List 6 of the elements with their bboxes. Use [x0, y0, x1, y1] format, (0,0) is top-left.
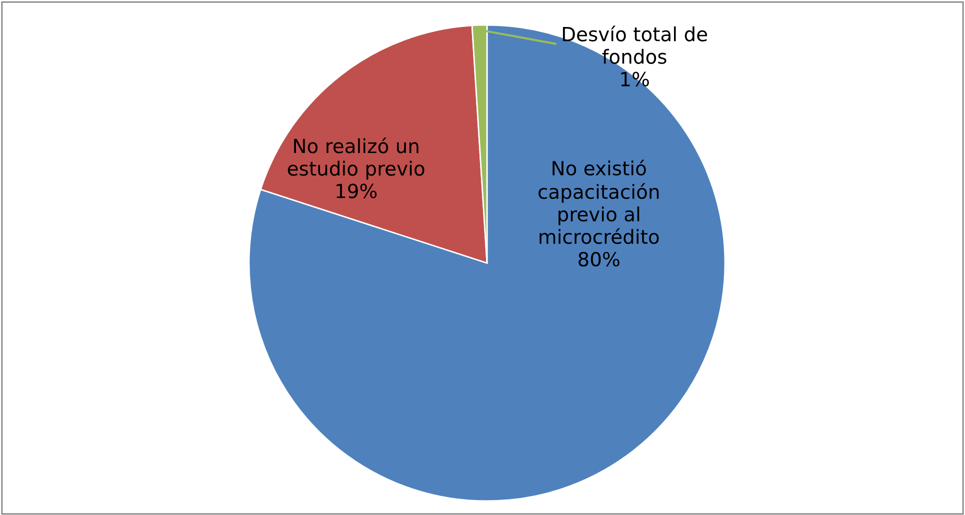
legend-label: Desvío total de fondos — [562, 26, 708, 64]
data-label: 80% — [578, 252, 620, 267]
pie-slice — [248, 24, 726, 502]
slice-label: No existió capacitación previo al microcrédito — [538, 160, 659, 244]
data-label: 19% — [336, 184, 377, 198]
slice-label: No realizó un estudio previo — [288, 137, 424, 180]
